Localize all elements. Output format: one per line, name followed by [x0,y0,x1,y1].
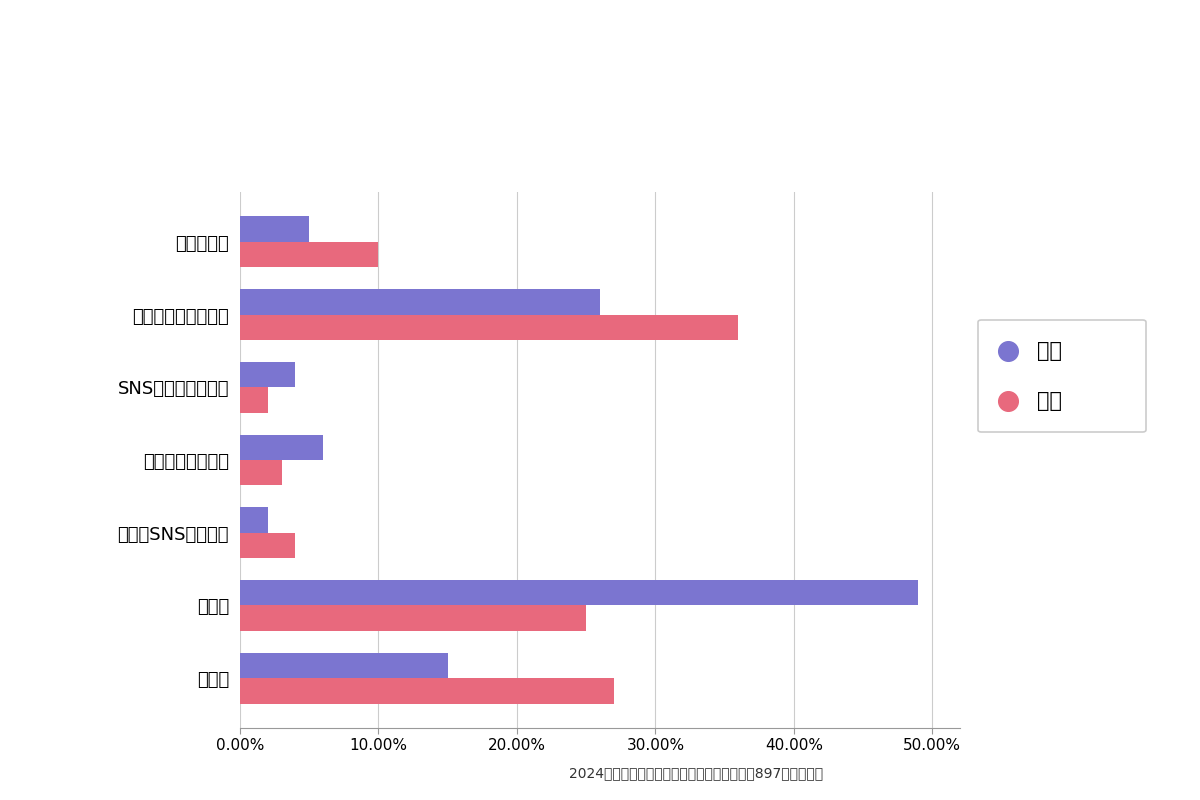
Point [998,345,1018,358]
Bar [240,387,268,413]
Bar [240,289,600,314]
Point [998,394,1018,407]
Bar [240,653,448,678]
Bar [240,533,295,558]
Bar [240,434,323,460]
Bar [240,314,738,340]
Bar [240,242,378,267]
Text: 男性: 男性 [1037,342,1062,362]
Bar [240,460,282,486]
Text: 2024年オミカレ婚活実態調査（オミカレ会員897人に調査）: 2024年オミカレ婚活実態調査（オミカレ会員897人に調査） [569,766,823,780]
Text: などを、相談・共有できる人はいますか？: などを、相談・共有できる人はいますか？ [386,110,814,146]
Bar [240,216,310,242]
Bar [240,362,295,387]
Bar [240,580,918,606]
Bar [240,678,614,704]
Text: 女性: 女性 [1037,390,1062,410]
Text: 現在、恋愛や結婚についての悩みごとや嬉しいこと: 現在、恋愛や結婚についての悩みごとや嬉しいこと [341,39,859,75]
FancyBboxPatch shape [978,320,1146,432]
Bar [240,507,268,533]
Bar [240,606,586,631]
